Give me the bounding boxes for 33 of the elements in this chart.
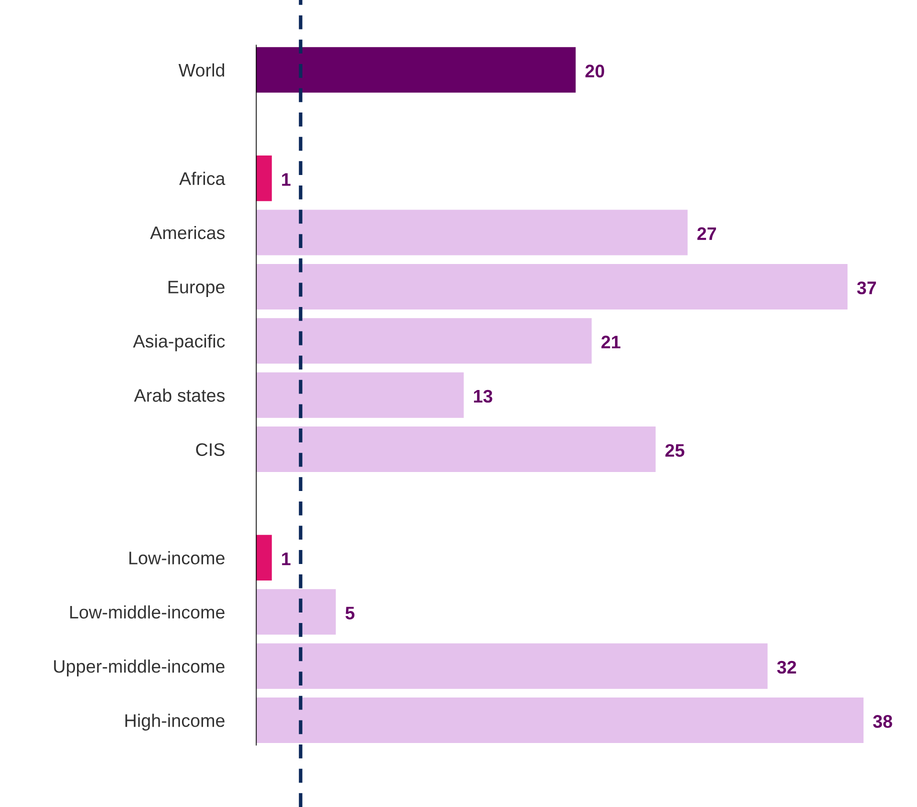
data-label: 38 [873,715,892,728]
y-tick-label: Arab states [134,388,225,402]
data-label: 5 [345,606,354,620]
bar [256,372,464,418]
y-tick-label: Low-income [129,551,224,564]
y-tick-label: Upper-middle-income [54,660,224,676]
bar [256,534,272,580]
y-tick-label: Asia-pacific [133,334,225,352]
bar [256,156,272,202]
data-label: 37 [857,281,876,294]
y-tick-label: High-income [125,714,224,731]
y-tick-label: CIS [196,443,224,456]
data-label: 32 [777,660,796,674]
bar [256,698,864,744]
y-tick-label: Europe [168,280,224,297]
bar [256,47,576,93]
y-tick-label: World [178,63,224,77]
bar [256,264,848,310]
y-tick-label: Africa [179,172,226,186]
data-label: 21 [601,336,620,348]
data-label: 20 [585,64,604,78]
bar [256,210,688,256]
bar [256,589,336,635]
data-label: 1 [282,173,290,186]
y-tick-label: Low-middle-income [70,605,224,619]
bar [256,318,592,364]
data-label: 27 [697,227,716,240]
data-label: 13 [474,390,492,403]
data-label: 1 [282,552,290,566]
bar [256,426,656,472]
y-tick-label: Americas [150,226,225,240]
bar [256,643,768,689]
data-label: 25 [665,444,684,457]
